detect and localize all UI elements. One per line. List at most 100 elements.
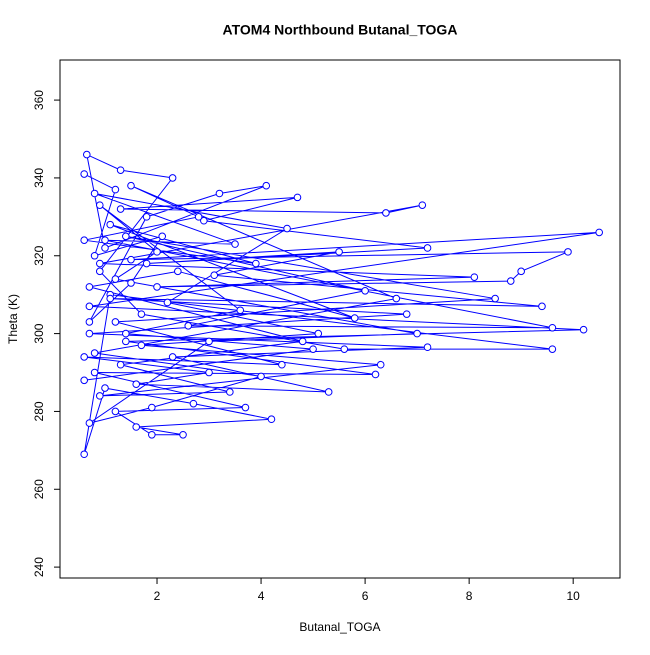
data-point [95,259,104,268]
data-point [382,209,390,217]
x-tick-label: 2 [154,589,161,603]
data-point [548,323,557,332]
data-point [314,329,323,338]
data-point [392,294,401,303]
data-point [116,166,125,174]
data-point [257,372,265,381]
data-point [90,349,99,357]
data-point [241,403,250,412]
data-point [101,244,109,252]
data-point [95,392,104,400]
data-point [413,329,421,338]
data-point [423,244,432,252]
y-tick-label: 340 [32,168,46,188]
data-point [80,450,88,459]
data-point [95,267,104,276]
data-point [137,310,146,318]
x-axis-label: Butanal_TOGA [299,620,380,634]
y-tick-label: 300 [32,323,46,343]
data-point [174,267,182,276]
y-tick-label: 280 [32,401,46,421]
y-axis-label: Theta (K) [6,294,20,344]
data-point [538,302,546,311]
data-point [210,271,219,280]
data-point [111,318,120,326]
data-point [106,294,114,303]
data-point [506,277,515,285]
x-tick-label: 8 [466,589,473,603]
data-point [111,407,120,416]
data-point [127,279,135,287]
data-point [90,368,99,377]
data-point [340,345,349,353]
data-point [371,370,380,379]
data-point [179,430,187,439]
data-point [85,283,94,291]
data-point [106,220,114,229]
data-point [324,388,333,396]
data-point [85,329,94,338]
data-point [142,259,151,268]
data-point [205,368,213,377]
data-line [83,153,600,455]
data-point [111,185,120,194]
data-point [142,213,151,221]
data-point [85,318,94,326]
data-point [168,353,177,361]
data-point [402,310,411,318]
data-point [80,170,88,178]
data-point [101,384,109,392]
data-point [491,294,499,303]
data-point [278,360,286,369]
data-point [148,430,156,439]
data-point [80,353,88,361]
data-point [200,216,208,225]
y-tick-label: 320 [32,245,46,265]
plot-frame [59,59,621,579]
y-tick-label: 360 [32,90,46,110]
data-point [293,193,302,202]
data-point [298,337,307,346]
data-point [95,201,104,209]
data-point [564,248,572,256]
data-point [153,248,161,256]
chart-title: ATOM4 Northbound Butanal_TOGA [223,22,458,38]
data-point [376,360,385,369]
data-point [418,201,427,209]
data-point [231,240,239,248]
data-point [80,376,88,385]
x-tick-label: 10 [567,589,581,603]
data-point [163,298,172,307]
data-point [579,325,588,334]
data-point [148,403,156,412]
data-point [283,224,291,233]
data-point [85,302,94,311]
y-tick-label: 240 [32,557,46,577]
data-point [116,205,125,213]
x-tick-label: 6 [362,589,369,603]
data-point [168,174,177,182]
data-point [132,380,141,388]
data-point [194,213,203,221]
data-point [132,423,141,431]
data-point [127,255,135,264]
data-point [470,273,479,281]
data-point [548,345,557,353]
data-point [122,337,130,346]
data-point [122,232,130,241]
data-point [595,228,603,237]
data-point [158,232,167,241]
x-tick-label: 4 [258,589,265,603]
data-point [236,306,245,315]
data-point [361,286,369,295]
data-point [127,181,135,190]
data-point [101,236,109,244]
data-point [116,360,125,369]
data-point [80,236,88,244]
data-point [90,251,99,260]
data-point [184,322,193,330]
data-point [226,388,234,396]
data-point [267,415,276,424]
